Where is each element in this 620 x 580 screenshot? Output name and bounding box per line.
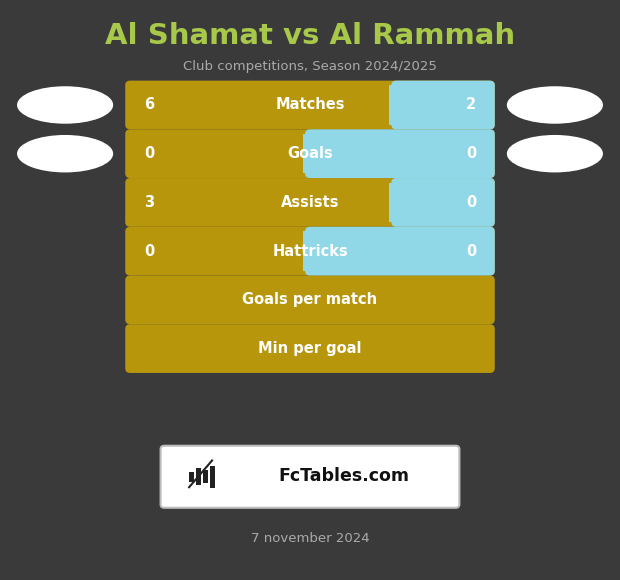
Bar <box>189 472 194 482</box>
Bar <box>303 231 312 271</box>
Ellipse shape <box>17 135 113 172</box>
Ellipse shape <box>17 86 113 124</box>
Text: Min per goal: Min per goal <box>259 341 361 356</box>
Text: Al Shamat vs Al Rammah: Al Shamat vs Al Rammah <box>105 22 515 50</box>
Bar <box>210 466 215 488</box>
FancyBboxPatch shape <box>125 81 495 129</box>
Text: Goals: Goals <box>287 146 333 161</box>
Bar <box>303 134 312 173</box>
Text: 2: 2 <box>466 97 476 113</box>
Ellipse shape <box>507 135 603 172</box>
Text: Club competitions, Season 2024/2025: Club competitions, Season 2024/2025 <box>183 60 437 73</box>
Text: 0: 0 <box>144 244 154 259</box>
Text: FcTables.com: FcTables.com <box>278 466 410 485</box>
Text: Matches: Matches <box>275 97 345 113</box>
Text: 3: 3 <box>144 195 154 210</box>
Text: 7 november 2024: 7 november 2024 <box>250 532 370 545</box>
Text: Assists: Assists <box>281 195 339 210</box>
Text: Hattricks: Hattricks <box>272 244 348 259</box>
Text: 0: 0 <box>466 146 476 161</box>
Bar <box>389 85 398 125</box>
Text: 0: 0 <box>466 195 476 210</box>
FancyBboxPatch shape <box>125 129 495 178</box>
FancyBboxPatch shape <box>125 324 495 373</box>
Bar <box>389 183 398 222</box>
Ellipse shape <box>507 86 603 124</box>
FancyBboxPatch shape <box>391 178 495 227</box>
Bar <box>203 470 208 483</box>
Text: Goals per match: Goals per match <box>242 292 378 307</box>
FancyBboxPatch shape <box>161 446 459 508</box>
FancyBboxPatch shape <box>125 276 495 324</box>
FancyBboxPatch shape <box>305 227 495 276</box>
FancyBboxPatch shape <box>125 227 495 276</box>
Bar <box>196 468 201 485</box>
FancyBboxPatch shape <box>305 129 495 178</box>
FancyBboxPatch shape <box>391 81 495 129</box>
FancyBboxPatch shape <box>125 178 495 227</box>
Text: 6: 6 <box>144 97 154 113</box>
Text: 0: 0 <box>144 146 154 161</box>
Text: 0: 0 <box>466 244 476 259</box>
